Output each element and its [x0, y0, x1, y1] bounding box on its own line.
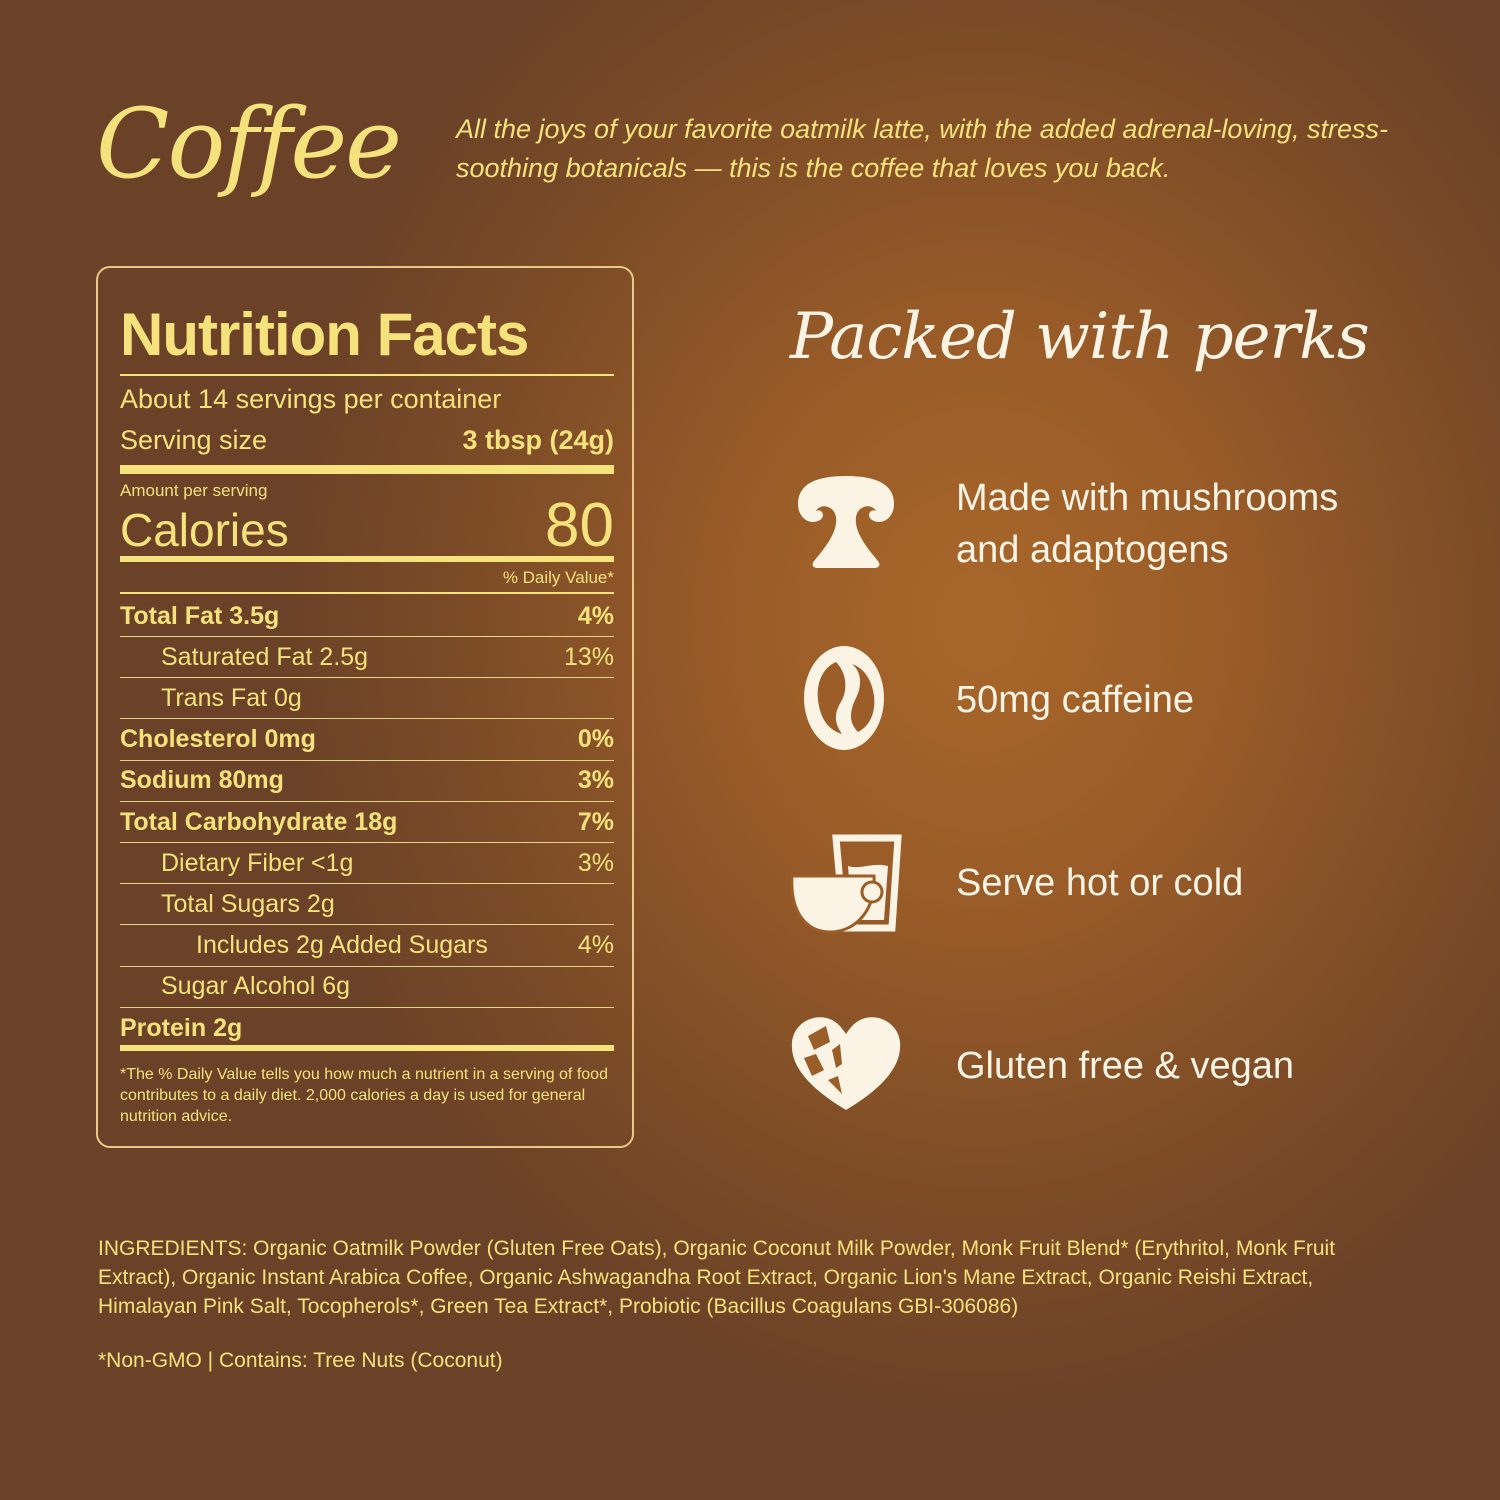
nutrient-row: Protein 2g	[120, 1008, 614, 1049]
serving-size-value: 3 tbsp (24g)	[462, 425, 614, 455]
perks-title: Packed with perks	[790, 300, 1370, 374]
allergen-note: *Non-GMO | Contains: Tree Nuts (Coconut)	[98, 1349, 503, 1372]
nutrient-row: Sodium 80mg 3%	[120, 761, 614, 802]
nutrient-label: Dietary Fiber <1g	[161, 848, 354, 877]
perk-hot-cold: Serve hot or cold	[956, 862, 1244, 904]
daily-value-footnote: *The % Daily Value tells you how much a …	[120, 1066, 608, 1125]
nutrient-row: Trans Fat 0g	[120, 678, 614, 720]
perk-mushrooms: Made with mushrooms and adaptogens	[956, 477, 1339, 571]
nutrient-daily-value: 13%	[563, 642, 614, 671]
nutrient-label: Cholesterol 0mg	[120, 725, 316, 754]
daily-value-header: % Daily Value*	[502, 568, 614, 587]
nutrient-daily-value: 3%	[577, 766, 614, 795]
leaf-heart-icon	[791, 1017, 901, 1110]
calories-label: Calories	[120, 504, 289, 556]
cup-and-glass-icon	[790, 834, 902, 934]
nutrient-daily-value: 4%	[577, 931, 614, 960]
nutrition-facts-label: Nutrition Facts About 14 servings per co…	[96, 266, 634, 1148]
perk-caffeine: 50mg caffeine	[956, 679, 1195, 721]
servings-per-container: About 14 servings per container	[120, 384, 502, 414]
nutrient-row: Sugar Alcohol 6g	[120, 967, 614, 1008]
product-title: Coffee	[96, 88, 402, 200]
nutrient-label: Total Sugars 2g	[161, 889, 335, 918]
nutrient-row: Cholesterol 0mg 0%	[120, 720, 614, 761]
ingredients-list: INGREDIENTS: Organic Oatmilk Powder (Glu…	[98, 1237, 1336, 1318]
nutrient-daily-value: 3%	[577, 848, 614, 877]
nutrient-label: Includes 2g Added Sugars	[196, 931, 488, 960]
tagline: All the joys of your favorite oatmilk la…	[456, 114, 1388, 183]
nutrient-row: Total Sugars 2g	[120, 884, 614, 926]
nutrient-row: Total Carbohydrate 18g 7%	[120, 802, 614, 843]
coffee-bean-icon	[804, 646, 884, 750]
nutrient-row: Dietary Fiber <1g 3%	[120, 843, 614, 885]
nutrient-label: Total Fat 3.5g	[120, 601, 280, 630]
nutrient-label: Trans Fat 0g	[161, 683, 302, 712]
nutrient-daily-value: 7%	[577, 807, 614, 836]
nutrient-label: Saturated Fat 2.5g	[161, 642, 369, 671]
calories-value: 80	[545, 491, 614, 560]
nutrient-label: Protein 2g	[120, 1014, 243, 1042]
perk-gluten-free-vegan: Gluten free & vegan	[956, 1045, 1294, 1087]
mushroom-icon	[798, 476, 894, 568]
nutrient-row: Saturated Fat 2.5g 13%	[120, 637, 614, 679]
nutrient-row: Total Fat 3.5g 4%	[120, 596, 614, 637]
nutrient-label: Sugar Alcohol 6g	[161, 972, 351, 1001]
serving-size-label: Serving size	[120, 425, 268, 455]
nutrition-facts-title: Nutrition Facts	[120, 301, 529, 368]
nutrient-row: Includes 2g Added Sugars 4%	[120, 926, 614, 967]
nutrient-daily-value: 0%	[577, 725, 614, 754]
nutrient-daily-value: 4%	[577, 601, 614, 630]
amount-per-serving: Amount per serving	[120, 481, 268, 500]
nutrient-label: Sodium 80mg	[120, 766, 284, 795]
nutrient-label: Total Carbohydrate 18g	[120, 807, 398, 836]
